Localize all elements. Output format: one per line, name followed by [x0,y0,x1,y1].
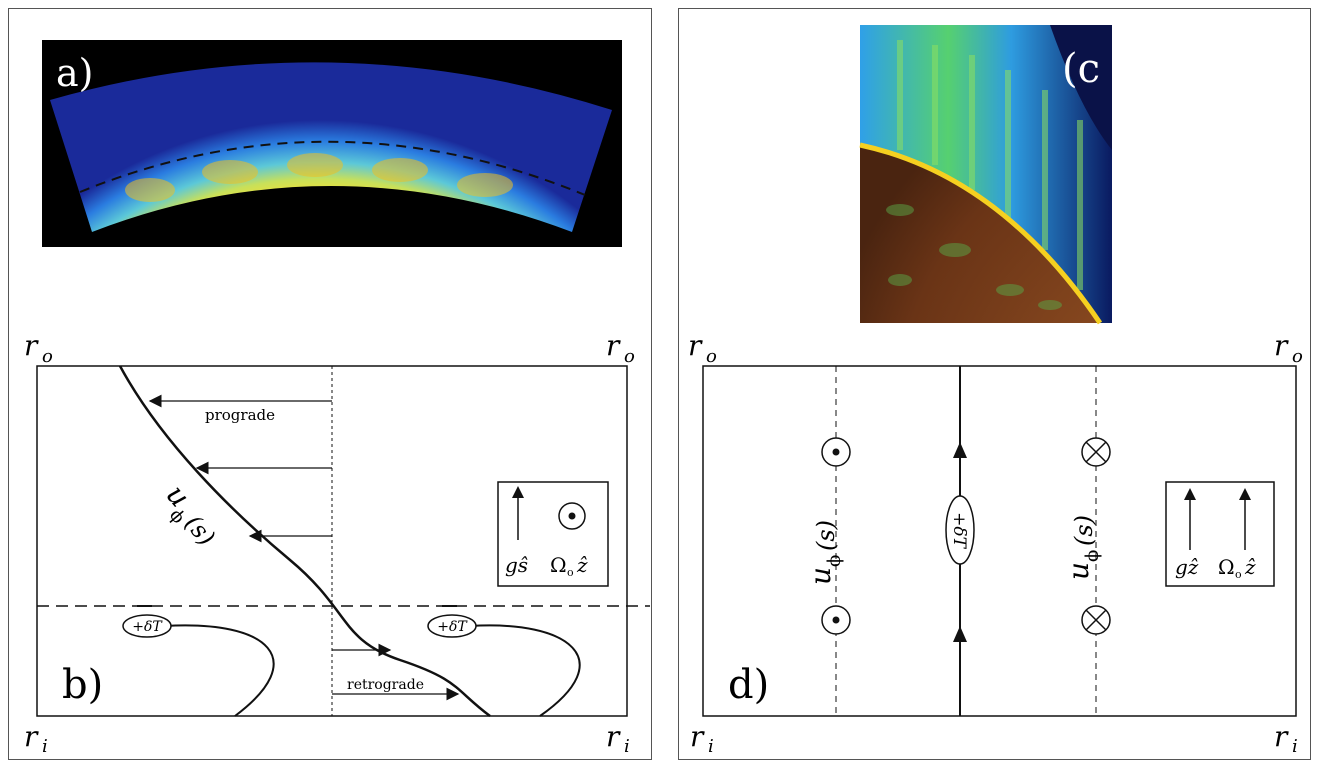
panel-b-legend [497,481,609,587]
delta-t-left: +δT [132,619,163,635]
u-phi-left-main: u [804,567,837,585]
u-phi-right-arg: (s) [1070,515,1098,546]
legend-z-d: ẑ [1244,555,1256,579]
r-inner-left: r [24,720,39,753]
r-inner-right-d: r [1274,720,1289,753]
u-phi-left-arg: (s) [812,520,840,551]
delta-t-badge-right [427,614,477,638]
out-of-page-top-dot [832,448,840,456]
panel-b: r o r o r i r i prograde retrograde u ϕ … [24,329,650,757]
r-outer-right-d: r [1274,329,1289,362]
omega-dot [568,512,576,520]
panel-b-label: b) [62,662,103,708]
panel-c-inner-core [860,145,1100,323]
legend-g: gŝ [505,553,528,577]
delta-t-d: +δT [949,512,969,549]
r-inner-left-d-sub: i [708,736,714,757]
panel-a: a) [42,40,622,247]
r-outer-right-d-sub: o [1292,346,1303,367]
panel-c-hot-boundary [859,142,1103,325]
panel-d-label: d) [728,662,769,708]
panel-d-box [702,365,1297,717]
u-phi-label-left: u ϕ (s) [804,520,845,585]
r-outer-left-sub: o [42,346,53,367]
panel-c-plumes [897,40,1083,290]
into-page-top-icon [1081,437,1111,467]
delta-t-right: +δT [437,619,468,635]
r-outer-left: r [24,329,39,362]
legend-omega-sub: o [567,566,574,579]
u-phi-right-main: u [1062,562,1095,580]
r-inner-left-sub: i [42,736,48,757]
u-phi-profile-curve [118,365,491,718]
r-outer-left-d-sub: o [706,346,717,367]
into-page-bottom-icon [1081,605,1111,635]
out-of-page-bottom-dot [832,616,840,624]
omega-out-of-page-icon [558,502,586,530]
r-inner-left-d: r [690,720,705,753]
panel-a-label: a) [56,51,93,95]
legend-omega: Ω [550,553,567,577]
u-phi-right-sub: ϕ [1082,550,1103,562]
thermal-lobe-right [469,624,581,717]
r-inner-right: r [606,720,621,753]
u-phi-left-sub: ϕ [824,555,845,567]
legend-z: ẑ [576,553,588,577]
r-inner-right-sub: i [624,736,630,757]
convection-plumes [125,153,513,202]
panel-c: (c [859,25,1112,325]
u-phi-label-right: u ϕ (s) [1062,515,1103,580]
upward-arrow-top-icon [953,442,967,458]
delta-t-badge-left [122,614,172,638]
prograde-label: prograde [205,406,275,424]
delta-t-badge-d: +δT [945,495,975,565]
legend-g-d: gẑ [1175,555,1199,579]
r-outer-right-sub: o [624,346,635,367]
panel-c-core-spots [886,204,1062,310]
r-outer-right: r [606,329,621,362]
legend-omega-d-sub: o [1235,568,1242,581]
retrograde-label: retrograde [347,677,424,693]
thermal-lobe-left [164,624,275,717]
tangent-cylinder-dashed-line [79,140,586,196]
r-outer-left-d: r [688,329,703,362]
r-inner-right-d-sub: i [1292,736,1298,757]
panel-c-label: (c [1062,46,1100,92]
legend-omega-d: Ω [1218,555,1235,579]
upward-arrow-bottom-icon [953,626,967,642]
panel-d: r o r o r i r i +δT [688,329,1303,757]
